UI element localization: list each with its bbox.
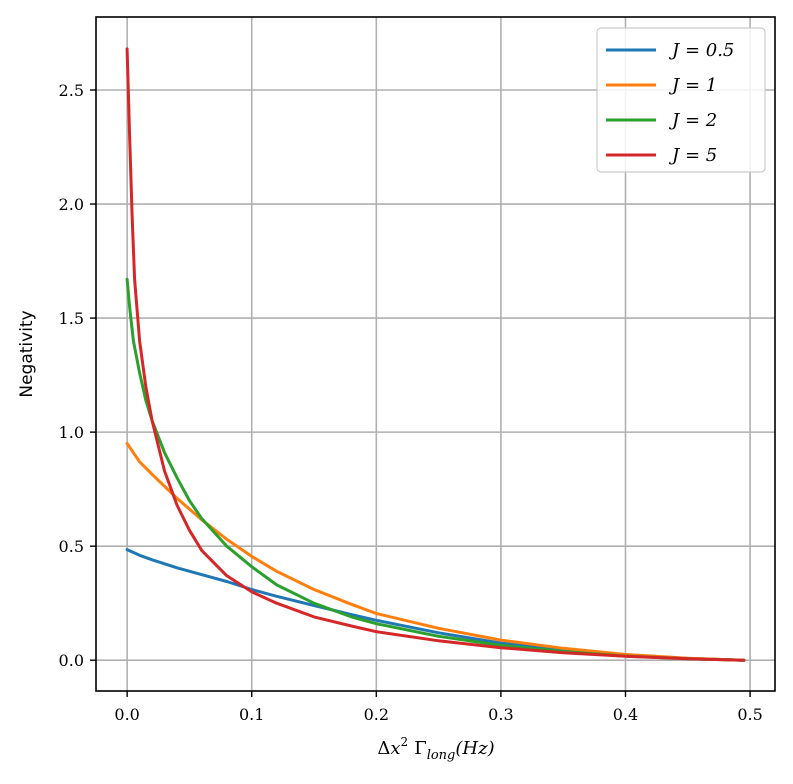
legend-label-1: J = 0.5 — [668, 40, 734, 61]
x-axis-label-delta: Δ — [377, 738, 390, 759]
y-tick-label: 1.0 — [59, 423, 84, 442]
x-axis-label-unit: (Hz) — [455, 738, 494, 759]
legend-label-4: J = 5 — [668, 145, 717, 166]
plot-frame — [95, 16, 776, 692]
y-axis-label: Negativity — [17, 310, 37, 397]
x-axis-label-var: x — [390, 738, 400, 759]
y-tick-label: 1.5 — [59, 309, 84, 328]
legend-label-2: J = 1 — [668, 75, 717, 96]
legend-box — [596, 27, 766, 173]
y-tick-label: 0.5 — [59, 537, 84, 556]
x-tick-label: 0.2 — [364, 705, 389, 724]
x-tick-label: 0.3 — [488, 705, 513, 724]
ticks: 0.0 0.1 0.2 0.3 0.4 0.5 0.0 0.5 1.0 1.5 2.0 2.5 — [59, 81, 763, 724]
y-tick-label: 2.0 — [59, 195, 84, 214]
x-axis-label-sub: long — [427, 748, 456, 763]
legend-label-3: J = 2 — [668, 110, 717, 131]
x-tick-label: 0.0 — [114, 705, 139, 724]
legend: J = 0.5 J = 1 J = 2 J = 5 — [596, 27, 766, 173]
series-line-3 — [125, 277, 746, 662]
y-tick-label: 2.5 — [59, 81, 84, 100]
series-line-1 — [125, 548, 746, 662]
x-axis-label: Δx2 Γlong(Hz) — [377, 735, 494, 763]
y-tick-label: 0.0 — [59, 651, 84, 670]
series-layer — [125, 47, 746, 662]
series-line-2 — [125, 442, 746, 662]
x-tick-label: 0.4 — [613, 705, 638, 724]
x-tick-label: 0.5 — [737, 705, 762, 724]
series-line-4 — [125, 47, 746, 662]
x-tick-label: 0.1 — [239, 705, 264, 724]
x-axis-label-gamma: Γ — [414, 738, 427, 759]
x-axis-label-sup: 2 — [401, 735, 409, 749]
